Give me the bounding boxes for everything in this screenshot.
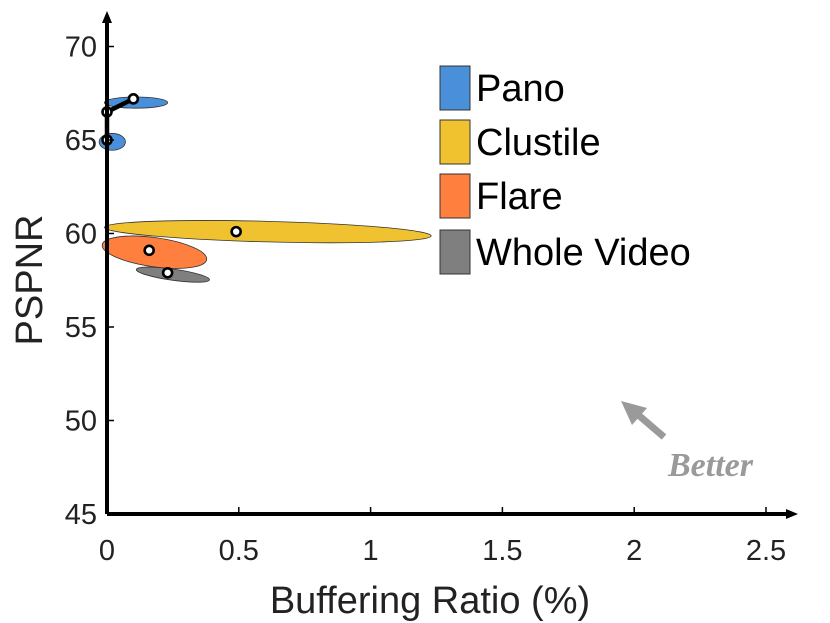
legend-label-pano: Pano [476,68,565,110]
legend-label-clustile: Clustile [476,122,601,164]
clustile-ellipse-1 [104,220,432,244]
x-tick-label: 0 [99,535,115,567]
legend-swatch-clustile [439,119,471,165]
y-tick-label: 45 [65,499,97,531]
flare-point-1 [143,244,155,257]
y-tick-label: 60 [65,219,97,251]
ellipses-layer [98,96,432,283]
legend-swatch-pano [439,65,471,111]
better-arrow-shaft [633,410,667,440]
x-tick-label: 1.5 [482,535,522,567]
y-tick-label: 55 [65,312,97,344]
x-tick-label: 2.5 [746,535,786,567]
x-tick-label: 2 [626,535,642,567]
y-axis-arrow [102,11,112,23]
x-tick-label: 1 [363,535,379,567]
axes [102,11,798,519]
pano-point-2 [127,93,140,105]
legend-label-whole-video: Whole Video [476,232,691,274]
y-tick-label: 65 [65,125,97,157]
legend-swatch-whole-video [439,229,471,275]
legend-label-flare: Flare [476,176,563,218]
better-label: Better [667,447,754,484]
whole-video-point-2 [161,266,174,279]
annotation: Better [621,401,754,484]
y-tick-label: 70 [65,32,97,64]
x-axis-arrow [786,509,798,519]
legend: Pano Clustile Flare Whole Video [439,65,691,275]
clustile-point-1 [230,225,242,238]
x-axis-title: Buffering Ratio (%) [270,580,590,622]
legend-swatch-flare [439,173,471,219]
x-tick-label: 0.5 [219,535,259,567]
tick-labels: 0 0.5 1 1.5 2 2.5 45 50 55 60 65 70 [65,32,786,568]
better-arrow-head [621,401,647,425]
y-tick-label: 50 [65,406,97,438]
y-axis-title: PSPNR [9,215,51,346]
